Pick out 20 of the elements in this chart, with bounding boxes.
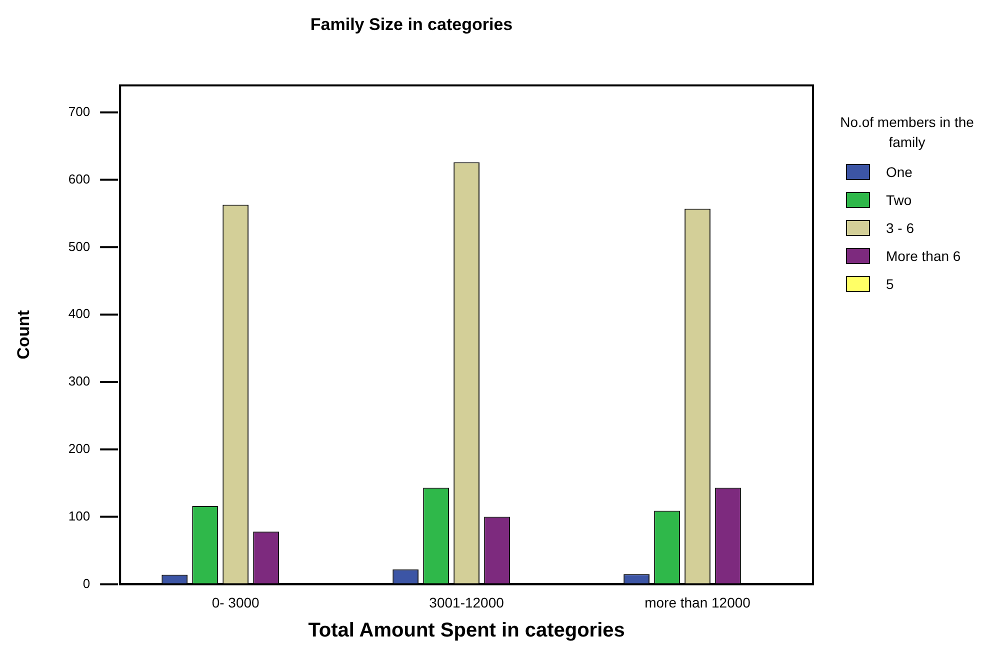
- legend-label: 5: [886, 276, 894, 292]
- x-tick-label: 3001-12000: [429, 594, 504, 610]
- legend-label: One: [886, 164, 912, 180]
- legend-label: Two: [886, 192, 912, 208]
- y-tick-label: 400: [68, 306, 90, 322]
- chart-title: Family Size in categories: [310, 14, 513, 34]
- legend-label: 3 - 6: [886, 220, 914, 236]
- y-tick-label: 700: [68, 104, 90, 119]
- x-tick-label: more than 12000: [644, 594, 751, 610]
- x-tick-label: 0- 3000: [212, 594, 260, 610]
- y-axis-title: Count: [14, 310, 33, 360]
- y-tick-label: 100: [68, 508, 90, 524]
- legend-title: No.of members in the family: [839, 113, 975, 152]
- y-tick-label: 200: [68, 440, 90, 456]
- y-tick-label: 300: [68, 374, 90, 389]
- y-tick-label: 500: [68, 238, 90, 254]
- y-tick-label: 600: [68, 171, 90, 186]
- y-tick-label: 0: [82, 576, 90, 591]
- legend-label: More than 6: [886, 248, 961, 264]
- x-axis-title: Total Amount Spent in categories: [308, 620, 625, 642]
